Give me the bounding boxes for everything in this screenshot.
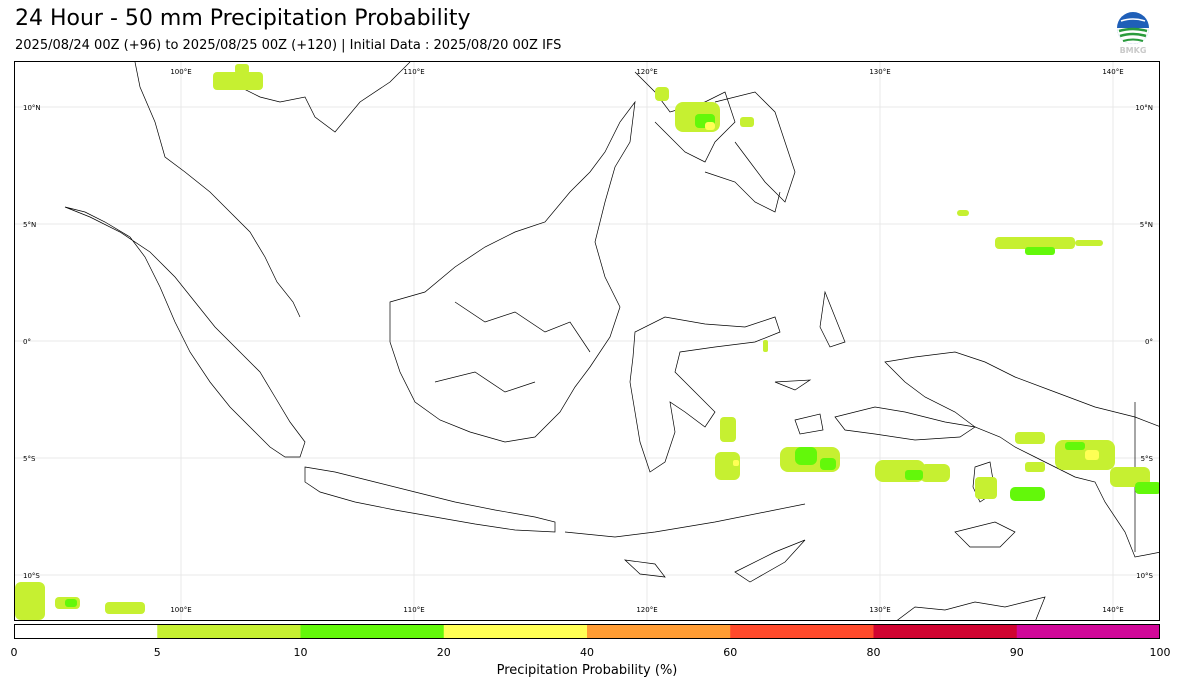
colorbar-segment	[587, 624, 731, 639]
lon-label-top: 120°E	[636, 68, 657, 76]
colorbar-tick-label: 40	[580, 646, 594, 659]
colorbar-segment	[14, 624, 158, 639]
colorbar-tick-label: 60	[723, 646, 738, 659]
colorbar-tick-label: 20	[436, 646, 451, 659]
coastlines	[64, 62, 1159, 620]
colorbar-border	[14, 624, 1160, 639]
lat-label-left: 5°N	[23, 221, 36, 229]
map-panel[interactable]: 100°E 110°E 120°E 130°E 140°E 100°E 110°E 120°…	[14, 61, 1160, 621]
colorbar-segment	[300, 624, 445, 639]
colorbar-tick-label: 5	[153, 646, 161, 659]
lat-label-left: 10°S	[23, 572, 40, 580]
lat-label-left: 0°	[23, 338, 31, 346]
colorbar-tick-label: 90	[1009, 646, 1024, 659]
lon-label-top: 110°E	[403, 68, 424, 76]
probability-shading	[15, 64, 1159, 620]
lon-label-top: 100°E	[170, 68, 191, 76]
lon-label-bottom: 140°E	[1102, 606, 1123, 614]
map-canvas: 100°E 110°E 120°E 130°E 140°E 100°E 110°E 120°…	[15, 62, 1159, 620]
bmkg-logo-icon: BMKG	[1117, 12, 1149, 55]
lon-label-bottom: 120°E	[636, 606, 657, 614]
colorbar-tick-label: 10	[293, 646, 308, 659]
lat-label-right: 10°N	[1135, 104, 1153, 112]
lat-label-right: 10°S	[1136, 572, 1153, 580]
lat-label-right: 0°	[1145, 338, 1153, 346]
map-title: 24 Hour - 50 mm Precipitation Probabilit…	[15, 6, 471, 31]
lon-label-bottom: 130°E	[869, 606, 890, 614]
map-subtitle: 2025/08/24 00Z (+96) to 2025/08/25 00Z (…	[15, 38, 562, 53]
colorbar-segment	[1016, 624, 1161, 639]
lon-label-bottom: 100°E	[170, 606, 191, 614]
colorbar-segment	[730, 624, 874, 639]
colorbar-tick-label: 100	[1149, 646, 1171, 659]
lat-label-left: 10°N	[23, 104, 41, 112]
lon-label-top: 140°E	[1102, 68, 1123, 76]
colorbar-tick-label: 0	[10, 646, 18, 659]
lat-label-right: 5°N	[1140, 221, 1153, 229]
colorbar-tick-label: 80	[866, 646, 881, 659]
colorbar-segment	[157, 624, 301, 639]
colorbar-title: Precipitation Probability (%)	[496, 663, 678, 678]
colorbar-segment	[443, 624, 588, 639]
colorbar-segment	[873, 624, 1018, 639]
lon-label-bottom: 110°E	[403, 606, 424, 614]
lon-label-top: 130°E	[869, 68, 890, 76]
logo-text: BMKG	[1120, 46, 1147, 55]
lat-label-right: 5°S	[1141, 455, 1154, 463]
lat-label-left: 5°S	[23, 455, 36, 463]
graticule	[15, 62, 1159, 620]
colorbar	[14, 624, 1161, 639]
